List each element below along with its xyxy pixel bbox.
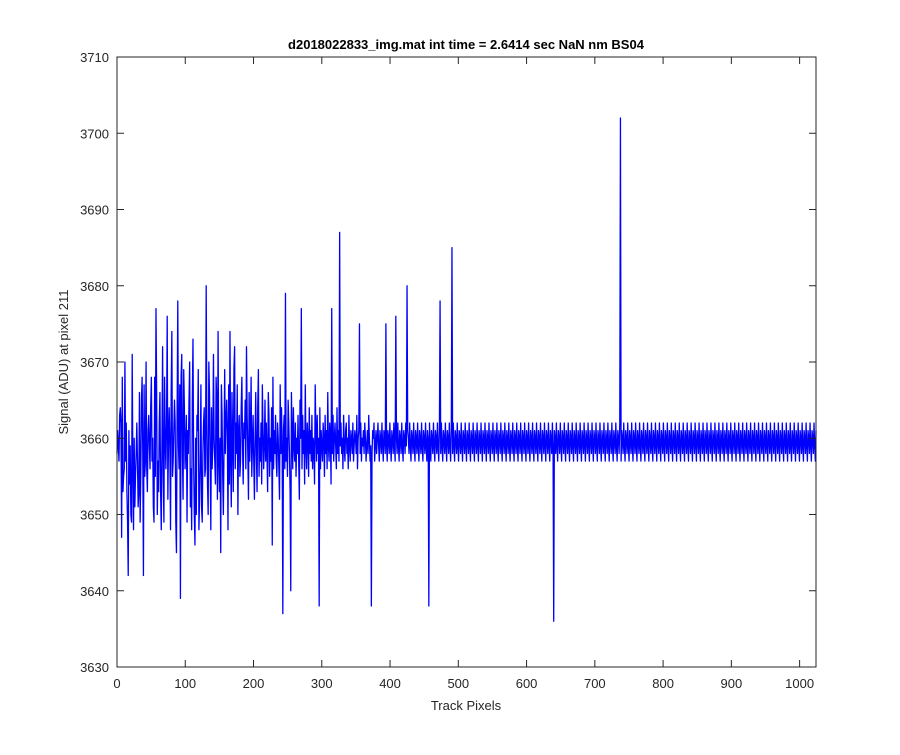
x-tick-label: 0 (113, 676, 120, 691)
y-tick-label: 3630 (80, 660, 109, 675)
x-tick-label: 1000 (785, 676, 814, 691)
y-tick-label: 3690 (80, 203, 109, 218)
x-axis-label: Track Pixels (431, 698, 502, 713)
series-line (116, 117, 817, 622)
x-tick-label: 900 (721, 676, 743, 691)
x-tick-label: 500 (447, 676, 469, 691)
y-tick-label: 3640 (80, 584, 109, 599)
plot-background (117, 57, 816, 667)
plot-area (116, 117, 817, 622)
x-tick-label: 200 (243, 676, 265, 691)
x-tick-label: 600 (516, 676, 538, 691)
x-tick-label: 400 (379, 676, 401, 691)
y-tick-label: 3700 (80, 126, 109, 141)
x-tick-label: 100 (174, 676, 196, 691)
y-tick-label: 3670 (80, 355, 109, 370)
y-tick-label: 3680 (80, 279, 109, 294)
y-axis-label: Signal (ADU) at pixel 211 (56, 290, 71, 435)
y-axis-ticks: 3630 3640 3650 3660 3670 3680 3690 3700 3710 (80, 50, 816, 675)
y-tick-label: 3660 (80, 431, 109, 446)
y-tick-label: 3650 (80, 508, 109, 523)
x-axis-ticks: 0 100 200 300 400 500 600 700 800 900 1000 (113, 57, 814, 691)
x-tick-label: 800 (652, 676, 674, 691)
chart-title: d2018022833_img.mat int time = 2.6414 se… (288, 37, 645, 52)
x-tick-label: 700 (584, 676, 606, 691)
x-tick-label: 300 (311, 676, 333, 691)
y-tick-label: 3710 (80, 50, 109, 65)
